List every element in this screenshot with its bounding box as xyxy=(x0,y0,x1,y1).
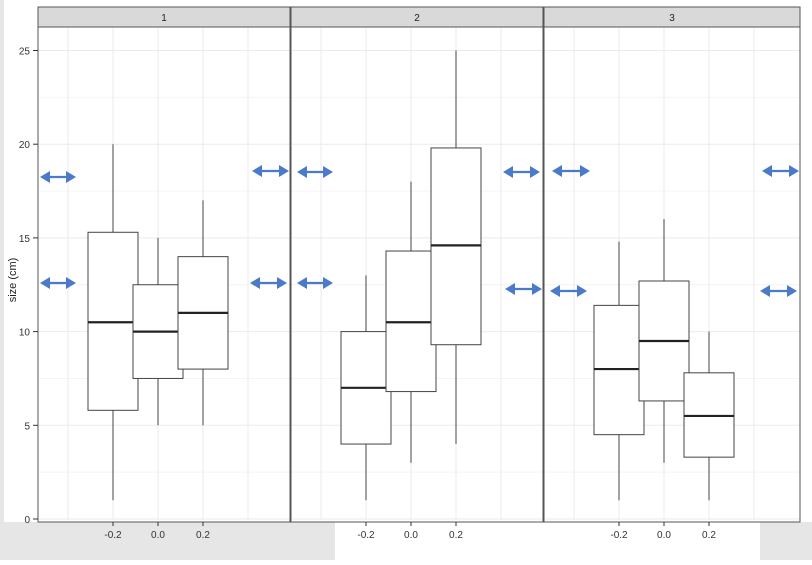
boxplot-box-group xyxy=(683,331,735,501)
x-tick-label: 0.2 xyxy=(702,530,716,541)
y-tick-label: 15 xyxy=(19,234,31,245)
boxplot-box-group xyxy=(340,275,392,501)
double-headed-arrow-icon xyxy=(503,166,540,178)
x-tick-label: -0.2 xyxy=(104,530,122,541)
double-headed-arrow-icon xyxy=(40,277,76,289)
y-tick-label: 20 xyxy=(19,140,31,151)
x-tick-label: 0.2 xyxy=(449,530,463,541)
grid-layer xyxy=(39,27,800,520)
boxplot-box-group xyxy=(177,200,229,426)
x-tick-label: 0.0 xyxy=(151,530,165,541)
double-headed-arrow-icon xyxy=(297,166,333,178)
facet-panel-border xyxy=(543,26,801,523)
y-tick-label: 0 xyxy=(24,515,30,526)
facet-panel-border xyxy=(37,26,291,523)
bottom-strip-left xyxy=(0,522,335,560)
y-tick-label: 25 xyxy=(19,47,31,58)
left-margin-strip xyxy=(0,0,4,522)
double-headed-arrow-icon xyxy=(297,277,333,289)
facet-strip-label: 3 xyxy=(669,13,675,24)
double-headed-arrow-icon xyxy=(552,165,590,177)
boxplot-box-group xyxy=(385,181,437,463)
double-headed-arrow-icon xyxy=(762,165,799,177)
facet-strip-label: 1 xyxy=(161,13,167,24)
boxplot-box-group xyxy=(430,50,482,445)
x-tick-label: -0.2 xyxy=(357,530,375,541)
y-axis-title: size (cm) xyxy=(7,258,19,303)
double-headed-arrow-icon xyxy=(505,283,542,295)
boxplot-box-group xyxy=(638,219,690,463)
x-tick-label: -0.2 xyxy=(610,530,628,541)
x-tick-label: 0.0 xyxy=(404,530,418,541)
double-headed-arrow-icon xyxy=(252,165,289,177)
double-headed-arrow-icon xyxy=(760,285,797,297)
x-tick-label: 0.2 xyxy=(196,530,210,541)
bottom-strip-right xyxy=(760,522,812,560)
double-headed-arrow-icon xyxy=(550,285,587,297)
facet-strip-label: 2 xyxy=(414,13,420,24)
double-headed-arrow-icon xyxy=(250,277,287,289)
y-tick-label: 10 xyxy=(19,328,31,339)
facet-layer: 1 2 3 xyxy=(37,6,801,523)
arrow-layer xyxy=(40,165,799,297)
boxplot-box-group xyxy=(87,144,139,501)
axis-layer: size (cm) 0 5 10 15 20 25 -0.2 0.0 0.2 -0.2 0.0 0.2… xyxy=(7,47,716,542)
facet-panel-border xyxy=(290,26,544,523)
boxplot-box-group xyxy=(593,241,645,501)
x-tick-label: 0.0 xyxy=(657,530,671,541)
double-headed-arrow-icon xyxy=(40,171,76,183)
y-tick-label: 5 xyxy=(24,421,30,432)
boxplot-box-group xyxy=(132,237,184,426)
